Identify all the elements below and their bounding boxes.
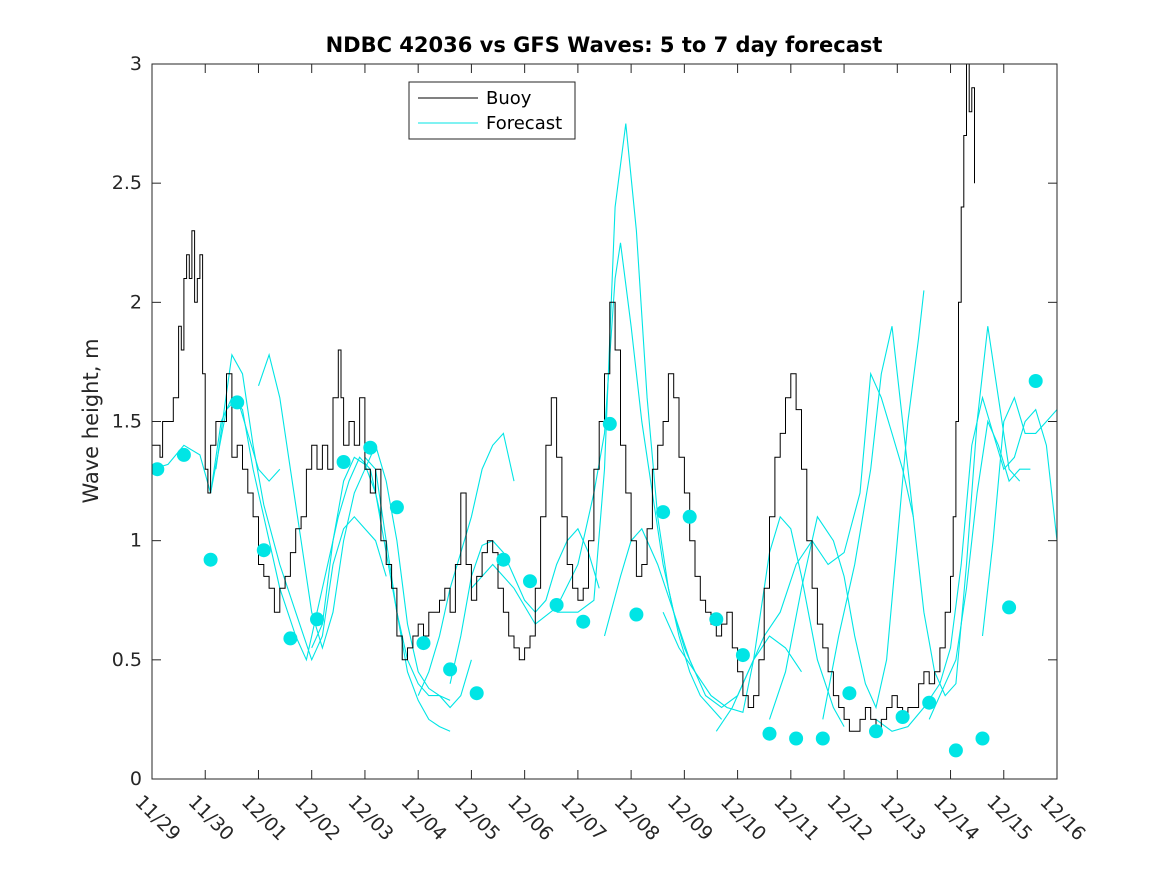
x-tick-label: 12/07 xyxy=(556,791,610,845)
forecast-line-8 xyxy=(449,527,600,684)
x-tick-label: 12/03 xyxy=(343,791,397,845)
forecast-marker-21 xyxy=(682,509,697,524)
x-tick-label: 12/09 xyxy=(663,791,717,845)
legend-label-forecast: Forecast xyxy=(486,113,562,134)
forecast-marker-9 xyxy=(363,440,378,455)
forecast-line-9 xyxy=(470,242,696,673)
forecast-marker-17 xyxy=(576,614,591,629)
y-tick-label: 0.5 xyxy=(112,649,142,671)
forecast-marker-12 xyxy=(443,662,458,677)
x-tick-label: 12/02 xyxy=(290,791,344,845)
forecast-marker-6 xyxy=(283,631,298,646)
forecast-marker-23 xyxy=(735,648,750,663)
y-axis-label: Wave height, m xyxy=(79,338,103,503)
plot-series-group xyxy=(152,64,1057,758)
legend: Buoy Forecast xyxy=(408,81,576,140)
forecast-marker-34 xyxy=(1028,374,1043,388)
x-tick-label: 12/08 xyxy=(610,791,664,845)
x-tick-label: 12/16 xyxy=(1035,791,1089,845)
forecast-marker-31 xyxy=(948,743,963,758)
forecast-marker-4 xyxy=(230,395,245,410)
forecast-marker-8 xyxy=(336,455,351,469)
forecast-line-11 xyxy=(603,527,802,709)
forecast-marker-19 xyxy=(629,607,644,622)
y-tick-label: 2 xyxy=(130,291,142,313)
x-tick-label: 12/05 xyxy=(450,791,504,845)
chart-title: NDBC 42036 vs GFS Waves: 5 to 7 day fore… xyxy=(326,33,883,57)
y-tick-label: 1 xyxy=(130,530,142,552)
forecast-marker-18 xyxy=(602,416,617,431)
forecast-line-13 xyxy=(715,371,914,732)
forecast-marker-22 xyxy=(709,612,724,627)
forecast-marker-33 xyxy=(1002,600,1017,615)
forecast-marker-15 xyxy=(523,574,537,589)
x-tick-label: 12/15 xyxy=(982,791,1036,845)
x-tick-label: 12/13 xyxy=(876,791,930,845)
x-tick-label: 12/11 xyxy=(769,791,823,845)
forecast-line-3 xyxy=(215,353,387,662)
buoy-line xyxy=(152,64,975,732)
y-tick-label: 2.5 xyxy=(112,172,142,194)
forecast-marker-29 xyxy=(895,710,910,724)
forecast-marker-13 xyxy=(469,686,484,701)
forecast-marker-2 xyxy=(176,447,191,462)
legend-label-buoy: Buoy xyxy=(486,88,532,109)
forecast-marker-25 xyxy=(789,731,804,746)
forecast-line-12 xyxy=(662,515,845,727)
forecast-line-16 xyxy=(875,395,1057,732)
x-tick-label: 12/01 xyxy=(237,791,291,845)
y-tick-label: 0 xyxy=(130,768,142,790)
forecast-line-4 xyxy=(257,352,451,701)
y-tick-label: 3 xyxy=(130,53,142,75)
forecast-marker-32 xyxy=(975,731,990,746)
forecast-marker-11 xyxy=(416,636,431,651)
forecast-marker-10 xyxy=(389,500,404,515)
forecast-marker-5 xyxy=(256,543,271,558)
forecast-line-17 xyxy=(928,419,1031,720)
forecast-line-6 xyxy=(364,456,451,732)
forecast-marker-7 xyxy=(310,612,324,627)
forecast-marker-28 xyxy=(869,724,883,739)
x-tick-label: 11/30 xyxy=(184,791,238,845)
x-tick-label: 12/04 xyxy=(397,791,451,845)
plot-area: 00.511.522.5311/2911/3012/0112/0212/0312… xyxy=(112,53,1090,845)
y-tick-label: 1.5 xyxy=(112,411,142,433)
x-tick-label: 11/29 xyxy=(130,791,184,845)
forecast-marker-30 xyxy=(922,695,937,710)
x-tick-label: 12/06 xyxy=(503,791,557,845)
forecast-marker-26 xyxy=(815,731,830,746)
forecast-marker-16 xyxy=(549,598,564,612)
x-tick-label: 12/12 xyxy=(823,791,877,845)
x-tick-label: 12/14 xyxy=(929,791,983,845)
forecast-marker-24 xyxy=(762,726,777,741)
x-tick-label: 12/10 xyxy=(716,791,770,845)
forecast-line-15 xyxy=(822,326,1021,720)
legend-box xyxy=(408,81,576,140)
forecast-marker-3 xyxy=(203,552,218,567)
forecast-line-18 xyxy=(981,396,1057,637)
forecast-marker-27 xyxy=(842,686,857,701)
forecast-marker-14 xyxy=(496,552,511,567)
forecast-marker-1 xyxy=(152,462,165,477)
forecast-line-10 xyxy=(556,123,723,720)
forecast-line-14 xyxy=(768,290,925,720)
forecast-marker-20 xyxy=(656,505,671,520)
